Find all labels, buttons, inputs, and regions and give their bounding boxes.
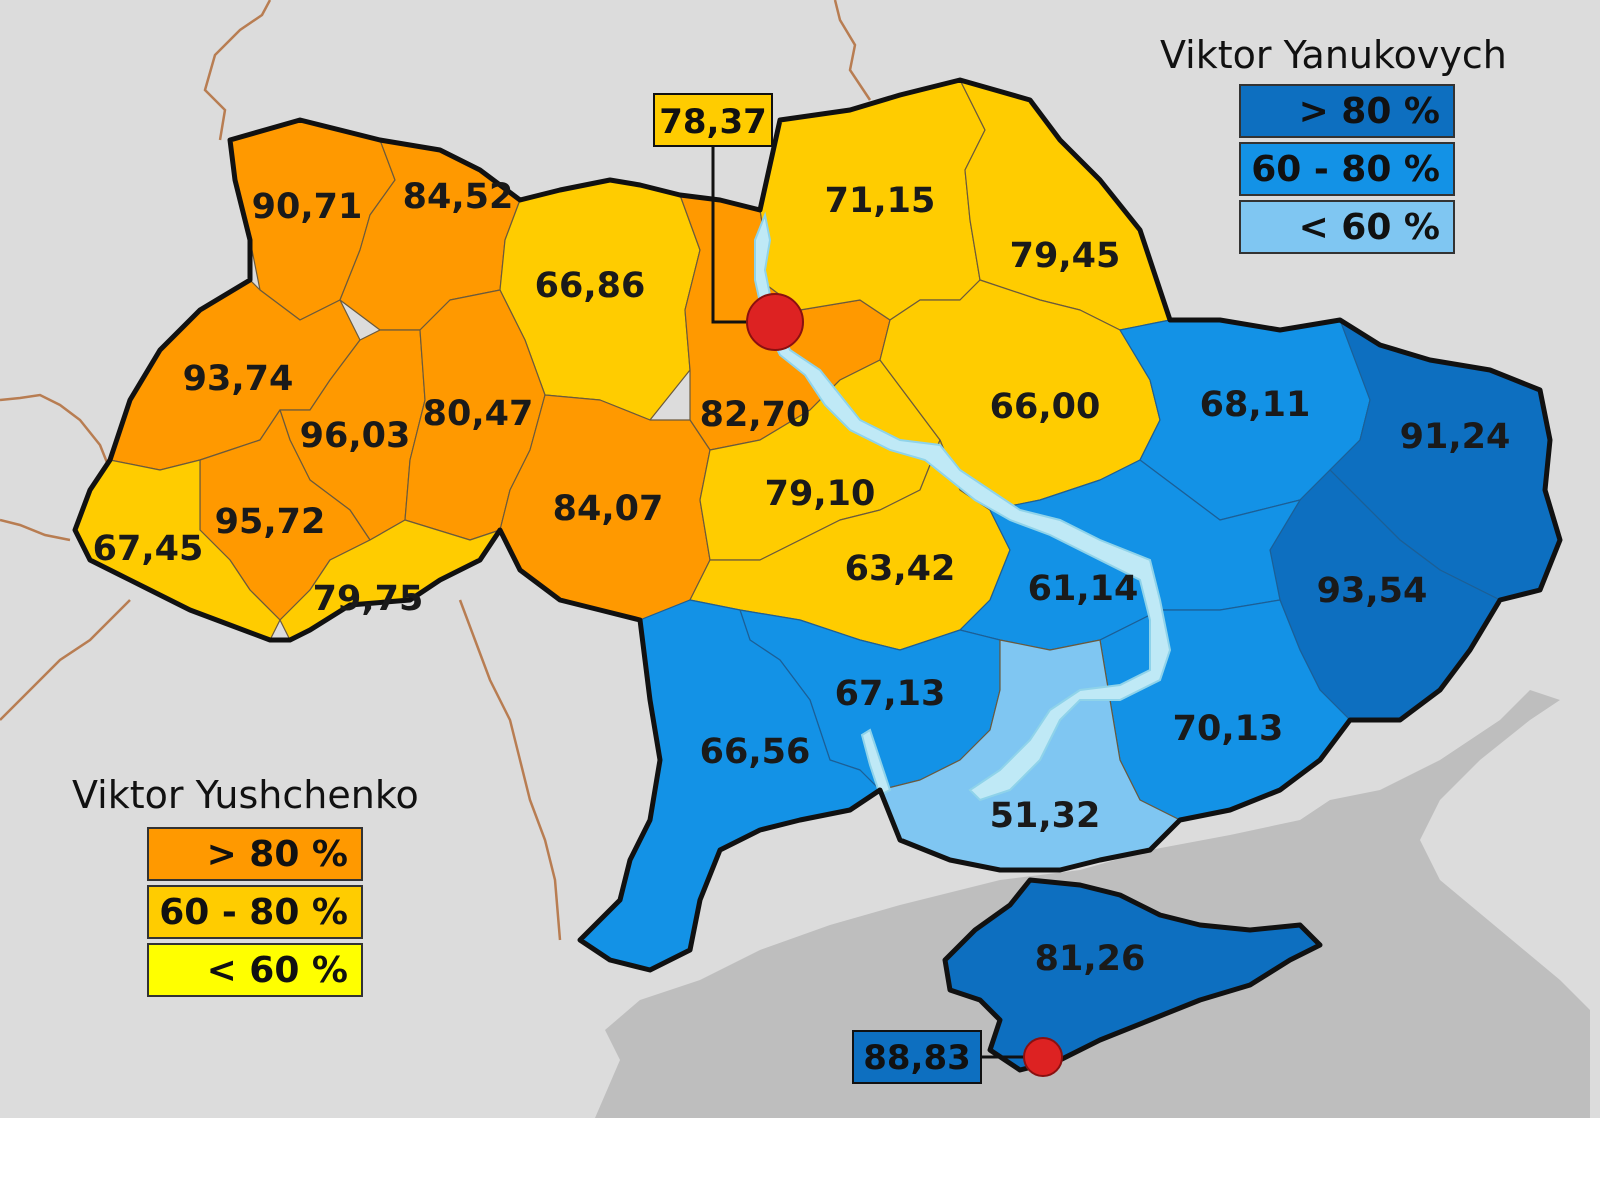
label-luhansk: 91,24 xyxy=(1400,417,1511,457)
label-zaporizhzhia: 70,13 xyxy=(1173,709,1284,749)
sevastopol-marker xyxy=(1023,1037,1063,1077)
label-cherkasy: 79,10 xyxy=(765,474,876,514)
legend-yushchenko-label-2: < 60 % xyxy=(207,950,348,991)
legend-yanukovych-swatch-2 xyxy=(1239,200,1455,254)
label-sumy: 79,45 xyxy=(1010,236,1121,276)
country-outline xyxy=(72,77,1563,973)
legend-yushchenko-swatch-2 xyxy=(147,943,363,997)
region-labels: 90,71 84,52 66,86 71,15 79,45 93,74 96,0… xyxy=(93,177,1511,979)
label-ivano-frankivsk: 95,72 xyxy=(215,502,326,542)
kyiv-leader-line xyxy=(711,146,760,324)
legend-yushchenko-title: Viktor Yushchenko xyxy=(72,773,419,817)
label-donetsk: 93,54 xyxy=(1317,571,1428,611)
legend-yanukovych-label-0: > 80 % xyxy=(1299,91,1440,132)
label-dnipropetrovsk: 61,14 xyxy=(1028,569,1139,609)
sevastopol-value: 88,83 xyxy=(863,1038,971,1078)
label-vinnytsia: 84,07 xyxy=(553,489,664,529)
label-kherson: 51,32 xyxy=(990,796,1101,836)
sevastopol-callout[interactable]: 88,83 xyxy=(852,1030,1063,1084)
label-zakarpattia: 67,45 xyxy=(93,529,204,569)
label-volyn: 90,71 xyxy=(252,187,363,227)
label-kharkiv: 68,11 xyxy=(1200,385,1311,425)
legend-yanukovych: Viktor Yanukovych > 80 % 60 - 80 % < 60 … xyxy=(1160,33,1507,254)
legend-yanukovych-title: Viktor Yanukovych xyxy=(1160,33,1507,77)
legend-yanukovych-swatch-1 xyxy=(1239,142,1455,196)
label-chernivtsi: 79,75 xyxy=(313,579,424,619)
label-crimea: 81,26 xyxy=(1035,939,1146,979)
sevastopol-box xyxy=(852,1030,982,1084)
legend-yushchenko-swatch-0 xyxy=(147,827,363,881)
neighbour-borders xyxy=(0,0,872,941)
label-odesa: 66,56 xyxy=(700,732,811,772)
label-lviv: 93,74 xyxy=(183,359,294,399)
legend-yushchenko-label-0: > 80 % xyxy=(207,834,348,875)
label-mykolaiv: 67,13 xyxy=(835,674,946,714)
legend-yanukovych-label-2: < 60 % xyxy=(1299,207,1440,248)
legend-yanukovych-label-1: 60 - 80 % xyxy=(1251,149,1440,190)
label-zhytomyr: 66,86 xyxy=(535,266,646,306)
label-kyiv-oblast: 82,70 xyxy=(700,395,811,435)
label-khmelnytskyi: 80,47 xyxy=(423,394,534,434)
legend-yushchenko-label-1: 60 - 80 % xyxy=(159,892,348,933)
label-chernihiv: 71,15 xyxy=(825,181,936,221)
legend-yushchenko: Viktor Yushchenko > 80 % 60 - 80 % < 60 … xyxy=(72,773,419,997)
label-kirovohrad: 63,42 xyxy=(845,549,956,589)
bottom-margin xyxy=(0,1118,1600,1200)
label-poltava: 66,00 xyxy=(990,387,1101,427)
kyiv-city-box xyxy=(653,93,773,147)
kyiv-city-marker xyxy=(746,293,804,351)
crimea-outline xyxy=(942,877,1323,1073)
label-ternopil: 96,03 xyxy=(300,416,411,456)
kyiv-city-value: 78,37 xyxy=(659,102,767,142)
legend-yushchenko-swatch-1 xyxy=(147,885,363,939)
legend-yanukovych-swatch-0 xyxy=(1239,84,1455,138)
kyiv-city-callout[interactable]: 78,37 xyxy=(653,93,804,351)
label-rivne: 84,52 xyxy=(403,177,514,217)
